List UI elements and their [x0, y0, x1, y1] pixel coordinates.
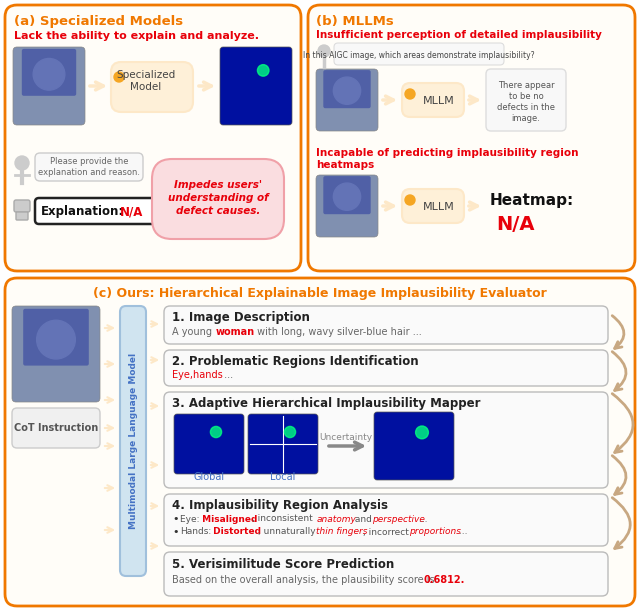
Text: , unnaturally: , unnaturally [258, 528, 319, 537]
Text: N/A: N/A [496, 215, 534, 234]
FancyBboxPatch shape [316, 175, 378, 237]
Text: 0.6812.: 0.6812. [424, 575, 465, 585]
FancyBboxPatch shape [5, 278, 635, 606]
FancyBboxPatch shape [164, 306, 608, 344]
Circle shape [405, 195, 415, 205]
Text: (c) Ours: Hierarchical Explainable Image Implausibility Evaluator: (c) Ours: Hierarchical Explainable Image… [93, 288, 547, 300]
FancyBboxPatch shape [374, 412, 454, 480]
Text: (a) Specialized Models: (a) Specialized Models [14, 15, 183, 28]
Circle shape [33, 59, 65, 90]
Text: proportions: proportions [409, 528, 461, 537]
Text: Distorted: Distorted [210, 528, 261, 537]
Text: and: and [352, 515, 375, 523]
Circle shape [405, 89, 415, 99]
FancyBboxPatch shape [120, 306, 146, 576]
Text: CoT Instruction: CoT Instruction [14, 423, 98, 433]
Text: perspective: perspective [372, 515, 425, 523]
FancyBboxPatch shape [22, 49, 76, 96]
Text: woman: woman [216, 327, 255, 337]
FancyBboxPatch shape [316, 69, 378, 131]
Text: Multimodal Large Language Model: Multimodal Large Language Model [129, 353, 138, 529]
Circle shape [284, 427, 296, 438]
Text: Heatmap:: Heatmap: [490, 193, 574, 209]
Text: Eye:: Eye: [180, 515, 202, 523]
Circle shape [415, 426, 428, 439]
FancyBboxPatch shape [308, 5, 635, 271]
Text: Specialized
Model: Specialized Model [116, 70, 175, 92]
Circle shape [36, 320, 76, 359]
Text: Impedes users'
understanding of
defect causes.: Impedes users' understanding of defect c… [168, 180, 268, 216]
Text: , incorrect: , incorrect [363, 528, 412, 537]
Circle shape [318, 45, 330, 57]
FancyBboxPatch shape [111, 62, 193, 112]
Text: Based on the overall analysis, the plausibility score is: Based on the overall analysis, the plaus… [172, 575, 438, 585]
FancyBboxPatch shape [164, 494, 608, 546]
Text: MLLM: MLLM [423, 202, 455, 212]
Text: 3. Adaptive Hierarchical Implausibility Mapper: 3. Adaptive Hierarchical Implausibility … [172, 398, 481, 411]
Text: 1. Image Description: 1. Image Description [172, 310, 310, 324]
Text: 4. Implausibility Region Analysis: 4. Implausibility Region Analysis [172, 499, 388, 512]
Text: N/A: N/A [120, 206, 143, 218]
Text: •: • [172, 527, 179, 537]
FancyBboxPatch shape [35, 153, 143, 181]
FancyBboxPatch shape [164, 392, 608, 488]
Circle shape [114, 72, 124, 82]
Text: MLLM: MLLM [423, 96, 455, 106]
Text: •: • [172, 514, 179, 524]
FancyBboxPatch shape [334, 43, 504, 65]
FancyBboxPatch shape [12, 306, 100, 402]
FancyBboxPatch shape [13, 47, 85, 125]
Text: Hands:: Hands: [180, 528, 211, 537]
FancyBboxPatch shape [35, 198, 157, 224]
Circle shape [257, 65, 269, 76]
FancyBboxPatch shape [323, 70, 371, 108]
Text: (b) MLLMs: (b) MLLMs [316, 15, 394, 28]
Text: Misaligned: Misaligned [199, 515, 257, 523]
Text: Incapable of predicting implausibility region
heatmaps: Incapable of predicting implausibility r… [316, 148, 579, 170]
Text: ...: ... [456, 528, 467, 537]
FancyBboxPatch shape [16, 212, 28, 220]
FancyBboxPatch shape [402, 83, 464, 117]
Text: 2. Problematic Regions Identification: 2. Problematic Regions Identification [172, 354, 419, 367]
Text: Explanation:: Explanation: [41, 206, 124, 218]
Text: Please provide the
explanation and reason.: Please provide the explanation and reaso… [38, 157, 140, 177]
Text: Global: Global [193, 472, 225, 482]
Circle shape [333, 183, 361, 211]
Circle shape [333, 77, 361, 104]
Text: ...: ... [221, 370, 233, 380]
Text: Uncertainty: Uncertainty [319, 433, 372, 442]
FancyBboxPatch shape [323, 176, 371, 214]
Text: thin fingers: thin fingers [316, 528, 367, 537]
Text: anatomy: anatomy [317, 515, 357, 523]
Text: Local: Local [270, 472, 296, 482]
FancyBboxPatch shape [164, 350, 608, 386]
Text: with long, wavy silver-blue hair ...: with long, wavy silver-blue hair ... [254, 327, 422, 337]
Text: ...: ... [416, 515, 428, 523]
Text: In this AIGC image, which areas demonstrate implausibility?: In this AIGC image, which areas demonstr… [303, 51, 535, 59]
FancyBboxPatch shape [220, 47, 292, 125]
Text: A young: A young [172, 327, 215, 337]
Text: Lack the ability to explain and analyze.: Lack the ability to explain and analyze. [14, 31, 259, 41]
FancyBboxPatch shape [12, 408, 100, 448]
Text: Eye,hands: Eye,hands [172, 370, 223, 380]
FancyBboxPatch shape [248, 414, 318, 474]
Circle shape [15, 156, 29, 170]
FancyBboxPatch shape [402, 189, 464, 223]
FancyBboxPatch shape [486, 69, 566, 131]
FancyBboxPatch shape [164, 552, 608, 596]
FancyBboxPatch shape [14, 200, 30, 212]
FancyBboxPatch shape [152, 159, 284, 239]
FancyBboxPatch shape [174, 414, 244, 474]
FancyBboxPatch shape [23, 309, 89, 365]
Text: , inconsistent: , inconsistent [252, 515, 316, 523]
Text: There appear
to be no
defects in the
image.: There appear to be no defects in the ima… [497, 81, 555, 123]
FancyBboxPatch shape [5, 5, 301, 271]
Text: 5. Verisimilitude Score Prediction: 5. Verisimilitude Score Prediction [172, 558, 394, 570]
Text: Insufficient perception of detailed implausibility: Insufficient perception of detailed impl… [316, 30, 602, 40]
Circle shape [211, 427, 221, 438]
